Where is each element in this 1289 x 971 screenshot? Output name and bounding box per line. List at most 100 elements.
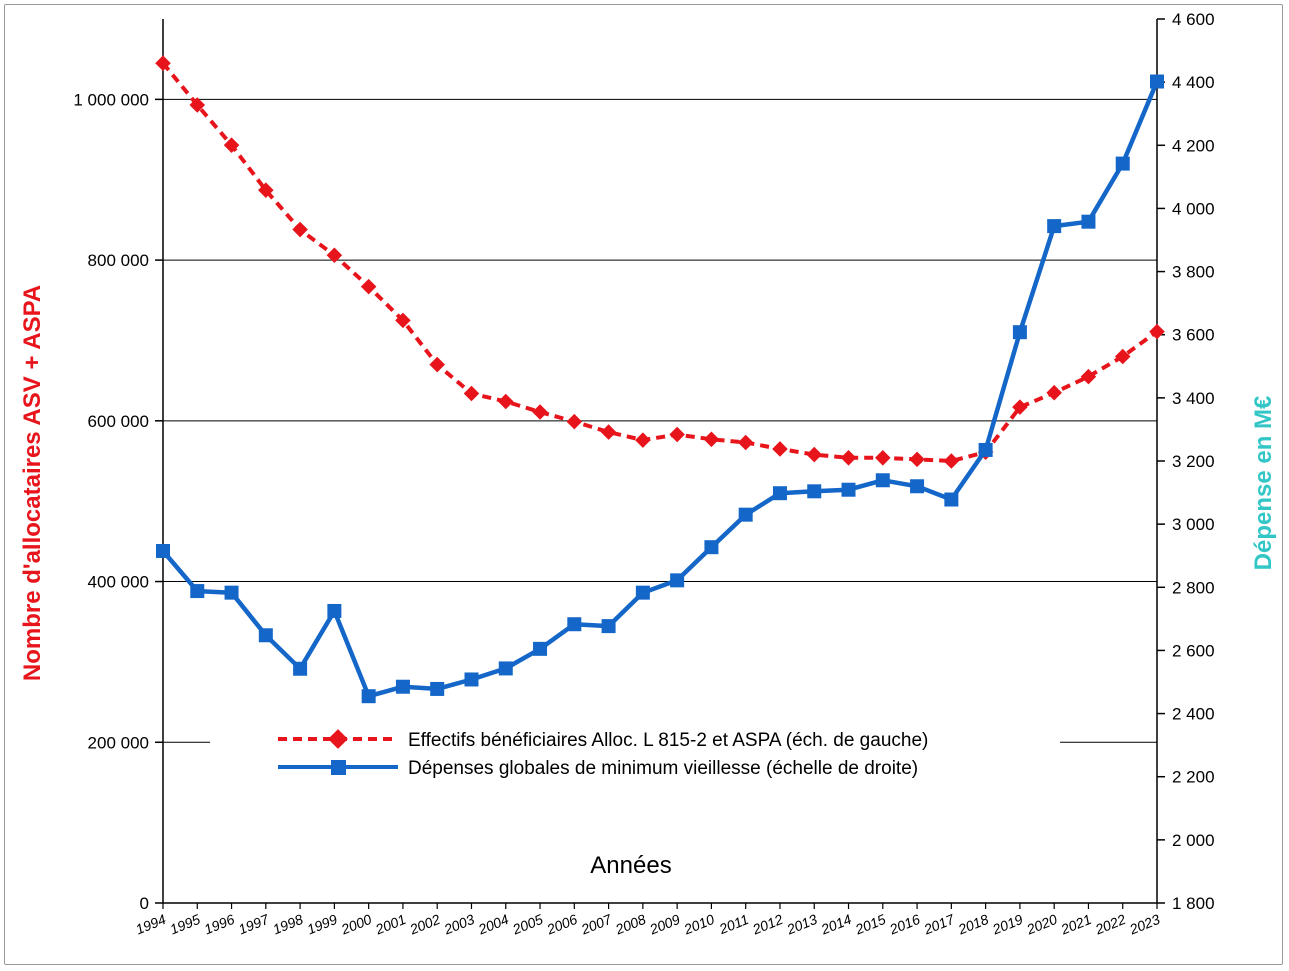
left-axis-label: Nombre d'allocataires ASV + ASPA (19, 285, 46, 681)
series-0-point-12 (566, 413, 583, 430)
series-1-point-4 (293, 661, 308, 676)
right-tick-label-11: 4 000 (1172, 199, 1215, 218)
left-tick-label-3: 600 000 (88, 412, 149, 431)
series-0-point-0 (155, 55, 171, 71)
series-0-point-23 (943, 453, 960, 469)
series-0-point-21 (875, 450, 891, 466)
x-tick-label-19: 2013 (784, 911, 820, 938)
right-tick-label-3: 2 400 (1172, 705, 1215, 724)
right-axis-label: Dépense en M€ (1250, 396, 1277, 571)
x-tick-label-12: 2006 (544, 911, 580, 938)
series-1-point-8 (430, 681, 445, 696)
series-1-point-15 (670, 573, 685, 588)
right-tick-label-10: 3 800 (1172, 263, 1215, 282)
series-0-point-3 (258, 182, 274, 198)
series-0-point-26 (1046, 384, 1062, 401)
x-tick-label-16: 2010 (681, 911, 717, 938)
series-line-0 (161, 61, 1159, 463)
series-1-point-26 (1047, 219, 1062, 234)
series-1-point-6 (361, 689, 376, 704)
series-1-point-10 (498, 661, 513, 676)
series-1-point-18 (772, 486, 787, 501)
x-tick-label-0: 1994 (133, 911, 168, 938)
series-0-point-28 (1114, 348, 1131, 365)
left-tick-label-5: 1 000 000 (73, 90, 149, 109)
x-tick-label-8: 2002 (407, 911, 443, 938)
series-1-point-0 (156, 543, 170, 558)
series-1-point-13 (601, 619, 616, 634)
right-tick-label-0: 1 800 (1172, 894, 1215, 913)
legend-marker-effectifs (328, 729, 348, 749)
left-tick-label-2: 400 000 (88, 573, 149, 592)
right-tick-label-1: 2 000 (1172, 831, 1215, 850)
right-tick-label-13: 4 400 (1172, 73, 1215, 92)
series-1 (156, 74, 1164, 704)
series-1-point-29 (1150, 74, 1164, 89)
x-tick-label-9: 2003 (441, 911, 477, 938)
x-tick-label-6: 2000 (338, 911, 374, 938)
x-tick-label-13: 2007 (578, 910, 615, 937)
left-tick-label-1: 200 000 (88, 733, 149, 752)
series-1-point-5 (327, 603, 342, 618)
legend-label-depenses: Dépenses globales de minimum vieillesse … (408, 758, 918, 779)
x-tick-label-20: 2014 (818, 911, 854, 938)
series-0-point-13 (600, 424, 617, 440)
series-0-point-14 (635, 432, 651, 448)
series-1-point-20 (841, 482, 856, 497)
x-tick-label-3: 1997 (236, 910, 272, 937)
legend-label-effectifs: Effectifs bénéficiaires Alloc. L 815-2 e… (408, 730, 928, 751)
series-0-point-1 (189, 97, 206, 113)
x-tick-label-18: 2012 (749, 911, 785, 938)
x-axis-ticks: 1994 1995 1996 1997 1998 1999 2000 2001 2002 2003… (133, 903, 1162, 938)
x-tick-label-14: 2008 (612, 911, 648, 938)
series-0 (155, 55, 1165, 469)
series-1-point-23 (944, 492, 959, 507)
right-tick-label-4: 2 600 (1172, 641, 1215, 660)
right-tick-label-5: 2 800 (1172, 578, 1215, 597)
series-0-point-18 (772, 441, 788, 457)
series-1-point-25 (1012, 325, 1027, 340)
series-1-point-21 (875, 473, 890, 488)
x-tick-label-17: 2011 (716, 911, 751, 937)
right-tick-label-14: 4 600 (1172, 10, 1215, 29)
right-tick-label-6: 3 000 (1172, 515, 1215, 534)
x-tick-label-2: 1996 (202, 911, 237, 938)
x-tick-label-28: 2022 (1092, 911, 1128, 938)
series-0-point-8 (429, 356, 445, 373)
series-1-point-1 (190, 584, 205, 599)
series-1-point-27 (1081, 214, 1096, 229)
right-axis-ticks: 1 800 2 000 2 200 2 400 2 600 2 800 3 000 3 200… (1157, 10, 1215, 913)
x-tick-label-7: 2001 (372, 911, 408, 938)
series-1-point-11 (533, 641, 548, 656)
series-0-point-2 (223, 137, 240, 153)
x-tick-label-22: 2016 (886, 911, 922, 938)
series-1-point-16 (704, 540, 719, 555)
left-tick-label-0: 0 (140, 894, 149, 913)
x-tick-label-29: 2023 (1126, 911, 1162, 938)
series-1-point-28 (1115, 156, 1130, 171)
series-0-point-17 (737, 434, 754, 451)
x-tick-label-1: 1995 (168, 911, 203, 938)
left-tick-label-4: 800 000 (88, 251, 149, 270)
series-1-point-7 (395, 679, 410, 694)
series-0-point-20 (840, 450, 857, 466)
x-tick-label-23: 2017 (921, 910, 958, 937)
series-0-point-9 (463, 385, 480, 402)
right-tick-label-7: 3 200 (1172, 452, 1215, 471)
series-layer (155, 55, 1165, 704)
series-1-point-3 (258, 628, 273, 643)
series-0-point-15 (669, 426, 685, 443)
legend: Effectifs bénéficiaires Alloc. L 815-2 e… (278, 729, 928, 779)
series-1-point-17 (738, 507, 753, 522)
series-0-point-16 (703, 431, 720, 448)
series-1-point-24 (978, 442, 993, 457)
series-1-point-9 (464, 672, 479, 687)
series-0-point-27 (1080, 368, 1097, 385)
right-tick-label-9: 3 600 (1172, 326, 1215, 345)
series-1-point-22 (910, 479, 925, 494)
series-line-1 (161, 80, 1160, 699)
legend-background (210, 720, 1060, 785)
x-tick-label-24: 2018 (955, 911, 991, 938)
x-tick-label-11: 2005 (509, 911, 545, 938)
series-1-point-12 (567, 617, 582, 632)
